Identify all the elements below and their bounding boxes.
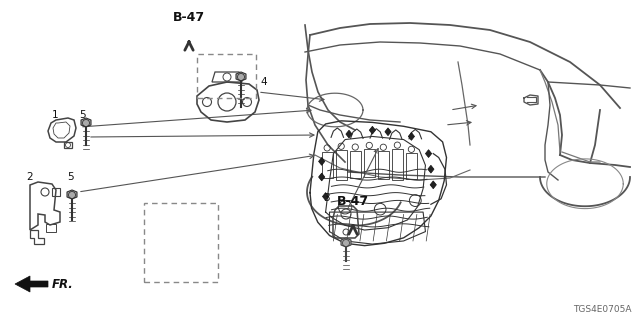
Text: B-47: B-47: [173, 11, 205, 24]
Text: TGS4E0705A: TGS4E0705A: [573, 305, 632, 314]
Bar: [336, 150, 347, 180]
Polygon shape: [385, 128, 391, 136]
Text: 2: 2: [27, 172, 33, 182]
Text: 4: 4: [260, 77, 268, 87]
Polygon shape: [236, 72, 246, 81]
Polygon shape: [430, 181, 436, 189]
Polygon shape: [319, 173, 325, 181]
Bar: [406, 153, 417, 179]
Bar: [197, 54, 256, 98]
Polygon shape: [408, 132, 415, 140]
Polygon shape: [323, 193, 329, 200]
Text: 5: 5: [80, 110, 86, 120]
Polygon shape: [346, 130, 352, 138]
Text: 5: 5: [67, 172, 74, 182]
Polygon shape: [15, 276, 48, 292]
Bar: [350, 151, 361, 178]
Bar: [378, 151, 388, 179]
Text: 3: 3: [323, 193, 330, 203]
Bar: [144, 203, 218, 282]
Polygon shape: [81, 118, 91, 127]
Polygon shape: [428, 165, 434, 173]
Bar: [322, 152, 333, 178]
Polygon shape: [369, 126, 376, 134]
Text: FR.: FR.: [52, 277, 74, 291]
Polygon shape: [426, 150, 432, 157]
Bar: [364, 149, 375, 177]
Polygon shape: [341, 238, 351, 247]
Bar: [392, 149, 403, 180]
Polygon shape: [67, 190, 77, 199]
Polygon shape: [319, 157, 325, 165]
Text: B-47: B-47: [337, 195, 369, 208]
Text: 1: 1: [52, 110, 58, 120]
